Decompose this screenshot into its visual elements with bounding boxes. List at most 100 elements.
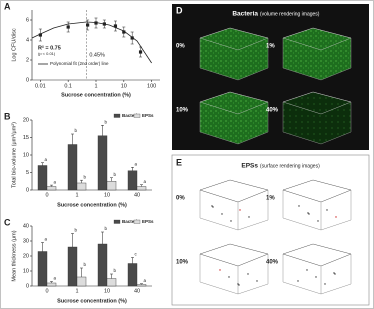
error-bar (41, 162, 44, 166)
y-tick-label: 40 (23, 223, 29, 229)
legend-text: Bacteria (122, 219, 140, 224)
panel-letter: B (4, 111, 11, 121)
bar (46, 282, 57, 287)
render-dot (238, 284, 240, 286)
y-tick-label: 15 (23, 135, 29, 141)
y-tick-label: 0 (26, 283, 29, 289)
legend-text: Bacteria (122, 113, 140, 118)
error-bar (110, 177, 113, 182)
error-bar (140, 283, 143, 285)
bar (97, 243, 108, 287)
y-tick-label: 10 (23, 152, 29, 158)
render-dot (221, 213, 223, 215)
bar (106, 278, 117, 287)
significance-letter: a (54, 276, 57, 281)
significance-letter: b (105, 226, 108, 231)
render-dot (315, 276, 317, 278)
image-label: 1% (266, 44, 275, 50)
bar (127, 263, 138, 287)
image-title: EPSs (241, 163, 258, 170)
significance-letter: a (144, 278, 147, 283)
bar (67, 246, 78, 287)
x-tick-label: 0 (45, 192, 48, 198)
point (130, 36, 134, 40)
error-bar (131, 167, 134, 171)
y-tick-label: 10 (23, 268, 29, 274)
image-subtitle: (surface rendering images) (260, 163, 320, 169)
render-dot (306, 269, 308, 271)
error-bar (50, 184, 53, 187)
render-box-sides (282, 190, 352, 231)
legend-text: EPSs (142, 113, 154, 118)
legend-swatch (133, 219, 141, 224)
render-dot (237, 283, 239, 285)
render-dot (247, 273, 249, 275)
y-tick-label: 6 (26, 17, 29, 23)
p-note: (p < 0.01) (38, 51, 56, 56)
significance-letter: a (45, 237, 48, 242)
panel-letter: A (4, 1, 11, 11)
render-dot (333, 272, 335, 274)
legend-text: EPSs (142, 219, 154, 224)
x-tick-label: 10 (104, 192, 110, 198)
error-bar (101, 231, 104, 244)
panel-e-bg (171, 154, 370, 306)
render-dot (307, 212, 309, 214)
x-tick-label: 40 (134, 288, 140, 294)
point (138, 50, 143, 54)
bar (37, 165, 48, 191)
image-label: 1% (266, 196, 275, 202)
y-tick-label: 2 (26, 57, 29, 63)
x-tick-label: 40 (134, 192, 140, 198)
significance-letter: b (84, 174, 87, 179)
error-bar (140, 184, 143, 187)
point (94, 21, 98, 25)
render-dot (212, 206, 214, 208)
bar (106, 181, 117, 191)
fit-line (31, 21, 152, 64)
bar (76, 276, 87, 287)
error-bar (131, 257, 134, 264)
render-box-sides (282, 254, 352, 295)
y-tick-label: 0 (26, 187, 29, 193)
bar (76, 182, 87, 191)
x-tick-label: 10 (121, 83, 127, 89)
x-tick-label: 1 (75, 288, 78, 294)
x-tick-label: 0.1 (64, 83, 72, 89)
error-bar (41, 242, 44, 252)
render-dot (248, 216, 250, 218)
significance-letter: a (144, 179, 147, 184)
significance-letter: b (114, 268, 117, 273)
bar (97, 135, 108, 191)
significance-letter: a (45, 157, 48, 162)
significance-letter: b (75, 128, 78, 133)
error-bar (101, 125, 104, 136)
error-bar (110, 273, 113, 279)
bar (37, 251, 48, 287)
legend-text: Polynomial fit (2nd order) line (50, 61, 109, 66)
render-box-sides (199, 254, 269, 295)
render-dot (256, 280, 258, 282)
significance-letter: b (84, 262, 87, 267)
render-dot (230, 220, 232, 222)
significance-letter: a (135, 161, 138, 166)
significance-letter: c (135, 252, 138, 257)
render-dot (239, 209, 241, 211)
y-tick-label: 4 (26, 37, 29, 43)
significance-letter: a (54, 179, 57, 184)
image-label: 10% (176, 108, 189, 114)
r2: R² = 0.75 (38, 44, 61, 51)
x-axis-label: Sucrose concentration (%) (61, 92, 131, 98)
render-dot (298, 205, 300, 207)
point (102, 22, 106, 26)
peak-label: 0.45% (89, 52, 105, 58)
image-label: 40% (266, 260, 279, 266)
point (113, 24, 118, 28)
image-title: Bacteria (232, 11, 258, 18)
render-top (199, 27, 269, 51)
error-bar (71, 133, 74, 145)
render-box-sides (199, 190, 269, 231)
y-axis-label: Mean thickness (μm) (11, 230, 17, 281)
image-label: 0% (176, 196, 185, 202)
